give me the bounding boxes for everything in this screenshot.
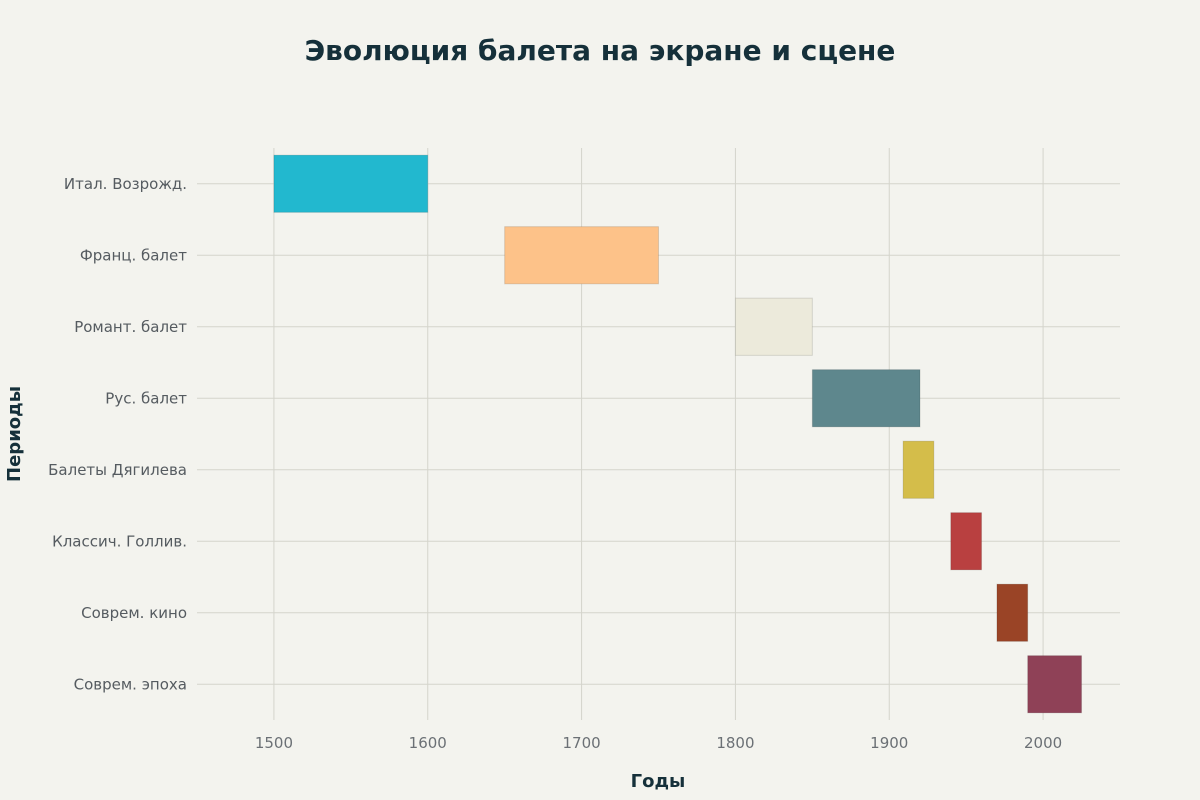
y-tick-label: Итал. Возрожд. <box>64 175 187 193</box>
x-tick-label: 1800 <box>716 734 754 752</box>
x-tick-label: 1600 <box>409 734 447 752</box>
range-bar <box>950 512 983 571</box>
chart-title: Эволюция балета на экране и сцене <box>305 34 896 67</box>
y-tick-label: Соврем. кино <box>81 604 187 622</box>
range-bar <box>902 440 935 499</box>
y-tick-label: Романт. балет <box>74 318 187 336</box>
x-tick-label: 1900 <box>870 734 908 752</box>
y-axis-title: Периоды <box>4 386 25 482</box>
range-bar <box>811 369 921 428</box>
y-tick-label: Франц. балет <box>80 246 187 264</box>
y-tick-labels: Итал. Возрожд. Франц. балет Романт. балет Р… <box>48 175 187 694</box>
range-bar <box>504 226 659 285</box>
x-tick-label: 2000 <box>1024 734 1062 752</box>
range-bar <box>1027 655 1083 714</box>
x-tick-label: 1700 <box>562 734 600 752</box>
grid-layer <box>197 148 1120 720</box>
range-bar <box>273 154 429 213</box>
y-tick-label: Балеты Дягилева <box>48 461 187 479</box>
y-tick-label: Классич. Голлив. <box>52 532 187 550</box>
x-tick-labels: 1500 1600 1700 1800 1900 2000 <box>255 734 1062 752</box>
bars-layer <box>273 154 1083 714</box>
x-tick-label: 1500 <box>255 734 293 752</box>
x-axis-title: Годы <box>631 771 686 792</box>
range-bar <box>734 297 813 356</box>
y-tick-label: Соврем. эпоха <box>74 675 187 693</box>
range-bar <box>996 583 1029 642</box>
y-tick-label: Рус. балет <box>105 389 187 407</box>
